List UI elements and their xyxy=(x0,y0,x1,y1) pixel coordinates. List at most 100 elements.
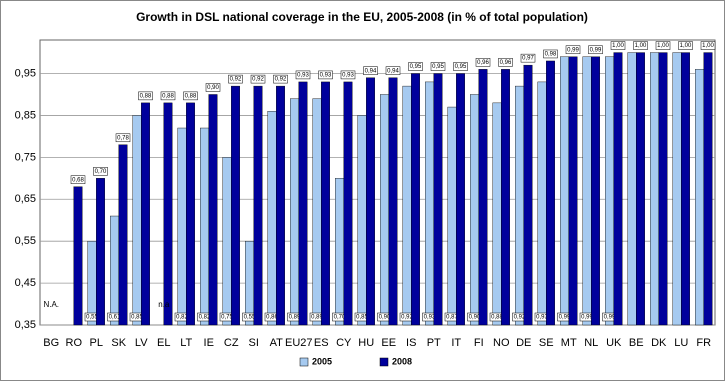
bar xyxy=(636,52,645,326)
bar xyxy=(87,240,97,326)
value-label: 0,87 xyxy=(446,315,458,321)
value-label: 0,82 xyxy=(176,315,188,321)
x-tick-label: UK xyxy=(606,337,622,349)
bar xyxy=(312,98,322,326)
y-tick-label: 0,55 xyxy=(15,235,36,247)
x-tick-label: NL xyxy=(584,337,598,349)
y-tick-label: 0,65 xyxy=(15,193,36,205)
value-label: 0,92 xyxy=(252,77,264,83)
value-label: 0,95 xyxy=(455,64,467,70)
value-label: 0,93 xyxy=(297,72,309,78)
value-label: 0,88 xyxy=(185,93,197,99)
value-label-box xyxy=(138,91,153,101)
bar xyxy=(163,102,173,326)
x-tick-label: AT xyxy=(270,337,284,349)
bar xyxy=(537,81,547,326)
value-label: 0,70 xyxy=(334,315,346,321)
legend-swatch xyxy=(379,357,389,367)
y-tick-label: 0,35 xyxy=(15,319,36,331)
bar xyxy=(568,56,578,326)
x-tick-label: LT xyxy=(180,337,192,349)
bar xyxy=(447,106,457,326)
legend-label: 2005 xyxy=(312,356,332,366)
x-tick-label: EL xyxy=(157,337,170,349)
value-label-box xyxy=(408,62,423,71)
value-label: 0,82 xyxy=(199,315,211,321)
x-tick-label: MT xyxy=(561,337,577,349)
value-label: 0,90 xyxy=(469,315,481,321)
bar xyxy=(703,52,713,326)
value-label: 1,00 xyxy=(680,43,692,49)
x-tick-label: BE xyxy=(629,337,644,349)
value-label-box xyxy=(498,58,513,67)
value-label-box xyxy=(655,41,671,50)
chart-title: Growth in DSL national coverage in the E… xyxy=(136,10,588,24)
value-label: 0,88 xyxy=(162,93,174,99)
value-label: 0,94 xyxy=(365,68,377,74)
x-tick-label: ES xyxy=(314,337,329,349)
value-label: 0,89 xyxy=(289,315,301,321)
value-label: 0,70 xyxy=(95,169,107,175)
x-tick-label: LU xyxy=(674,337,688,349)
x-tick-label: IS xyxy=(406,337,416,349)
x-tick-label: SI xyxy=(249,337,259,349)
bar xyxy=(470,94,479,326)
bar xyxy=(357,115,367,326)
value-label: 0,99 xyxy=(567,47,579,53)
value-label: 0,96 xyxy=(477,60,489,66)
value-label: 0,95 xyxy=(432,64,444,70)
x-tick-label: NO xyxy=(493,337,510,349)
bar xyxy=(132,115,142,326)
value-label: 0,88 xyxy=(491,315,503,321)
value-label-box xyxy=(520,53,536,63)
value-label: 0,95 xyxy=(410,64,422,70)
bar xyxy=(681,52,690,326)
bar xyxy=(388,77,398,326)
bar xyxy=(335,178,344,326)
x-tick-label: IT xyxy=(451,337,461,349)
bar xyxy=(425,81,434,326)
value-label-box xyxy=(385,66,401,75)
bar xyxy=(695,69,704,326)
value-label-box xyxy=(633,41,648,50)
bar xyxy=(245,240,254,326)
x-tick-label: PT xyxy=(427,337,441,349)
value-label-box xyxy=(160,91,176,101)
value-label: 0,78 xyxy=(117,135,129,141)
value-label-box xyxy=(610,41,626,50)
value-label: 1,00 xyxy=(657,43,669,49)
x-tick-label: EE xyxy=(381,337,396,349)
x-tick-label: SK xyxy=(111,337,126,349)
x-tick-label: CY xyxy=(336,337,352,349)
value-label-box xyxy=(205,83,221,92)
value-label: 0,98 xyxy=(545,52,557,58)
value-label: 0,92 xyxy=(401,315,413,321)
bar xyxy=(141,102,150,326)
y-tick-label: 0,95 xyxy=(15,67,36,79)
value-label: 0,92 xyxy=(514,315,526,321)
value-label: 1,00 xyxy=(635,43,647,49)
value-label-box xyxy=(228,74,243,84)
legend-label: 2008 xyxy=(392,356,412,366)
bar xyxy=(627,52,637,326)
x-tick-label: PL xyxy=(90,337,103,349)
plot-area xyxy=(39,39,716,326)
bar xyxy=(402,85,412,326)
value-label: 0,92 xyxy=(275,77,287,83)
bar xyxy=(650,52,659,326)
value-label-box xyxy=(318,70,333,80)
value-label: 0,86 xyxy=(266,315,278,321)
bar xyxy=(177,127,187,326)
value-label: 1,00 xyxy=(612,43,624,49)
bar xyxy=(118,144,128,326)
bar xyxy=(73,186,83,326)
bar xyxy=(591,56,600,326)
value-label-box xyxy=(363,66,378,75)
bar xyxy=(605,56,614,326)
bar xyxy=(501,69,510,326)
x-tick-label: LV xyxy=(135,337,148,349)
value-label: 0,92 xyxy=(230,77,242,83)
value-label-box xyxy=(565,45,581,55)
value-label-box xyxy=(453,62,468,71)
value-label: 0,85 xyxy=(356,315,368,321)
